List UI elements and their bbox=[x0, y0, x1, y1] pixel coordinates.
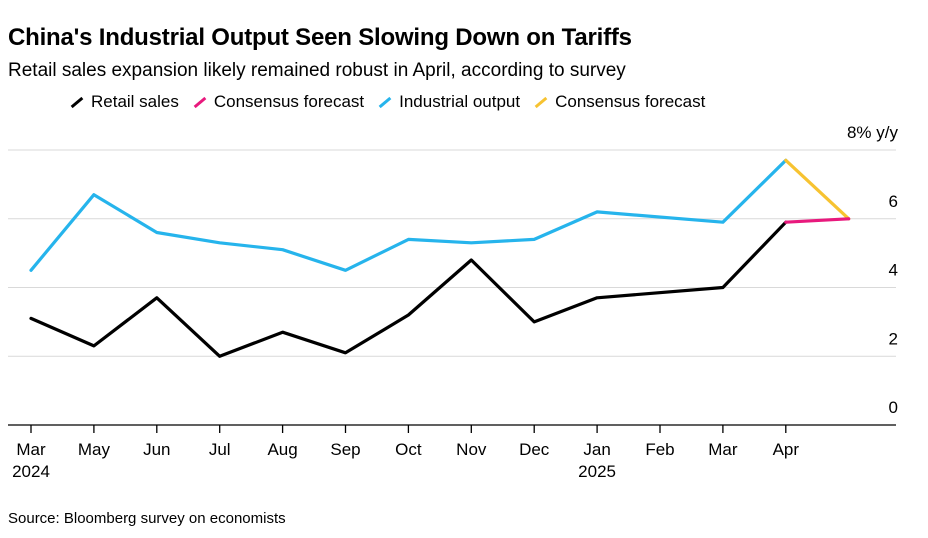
series-layer bbox=[29, 158, 851, 358]
legend-item-industrial-forecast: Consensus forecast bbox=[534, 92, 705, 112]
x-tick-label: Aug bbox=[267, 440, 297, 459]
series-line-industrial-output-2 bbox=[29, 158, 788, 272]
series-line-retail-sales-0 bbox=[29, 220, 788, 358]
series-line-consensus-forecast-3 bbox=[784, 158, 851, 221]
series-line-consensus-forecast-1 bbox=[784, 217, 851, 224]
x-tick-label: Mar bbox=[708, 440, 738, 459]
legend-label-industrial-forecast: Consensus forecast bbox=[555, 92, 706, 111]
x-tick-label: Feb bbox=[645, 440, 674, 459]
x-tick-year-label: 2024 bbox=[12, 462, 50, 481]
x-tick-label: Jul bbox=[209, 440, 231, 459]
legend-item-retail-sales: Retail sales bbox=[70, 92, 179, 112]
y-tick-label: 4 bbox=[889, 261, 898, 280]
y-axis-label: 8% y/y bbox=[847, 123, 899, 142]
x-tick-label: May bbox=[78, 440, 111, 459]
y-tick-label: 0 bbox=[889, 398, 898, 417]
x-tick-label: Dec bbox=[519, 440, 550, 459]
x-tick-label: Jan bbox=[583, 440, 610, 459]
y-tick-label: 6 bbox=[889, 192, 898, 211]
legend-item-industrial-output: Industrial output bbox=[378, 92, 520, 112]
x-tick-year-label: 2025 bbox=[578, 462, 616, 481]
legend-label-retail-forecast: Consensus forecast bbox=[213, 92, 365, 111]
legend-label-retail-sales: Retail sales bbox=[91, 92, 179, 111]
x-tick-label: Mar bbox=[16, 440, 46, 459]
x-tick-label: Oct bbox=[395, 440, 422, 459]
x-tick-label: Apr bbox=[773, 440, 800, 459]
legend-item-retail-forecast: Consensus forecast bbox=[193, 92, 364, 112]
legend: Retail sales Consensus forecast Industri… bbox=[70, 92, 719, 112]
chart-title: China's Industrial Output Seen Slowing D… bbox=[8, 24, 632, 51]
y-tick-label: 2 bbox=[889, 329, 898, 348]
x-tick-label: Sep bbox=[330, 440, 360, 459]
source-note: Source: Bloomberg survey on economists bbox=[8, 510, 286, 527]
axis-layer: 0 2 4 6 8% y/y Mar 2024 May Jun Jul Aug Sep Oct Nov De… bbox=[8, 123, 898, 481]
x-tick-label: Jun bbox=[143, 440, 170, 459]
legend-label-industrial-output: Industrial output bbox=[399, 92, 521, 111]
chart-subtitle: Retail sales expansion likely remained r… bbox=[8, 60, 626, 81]
grid-layer bbox=[8, 149, 896, 357]
x-tick-label: Nov bbox=[456, 440, 487, 459]
